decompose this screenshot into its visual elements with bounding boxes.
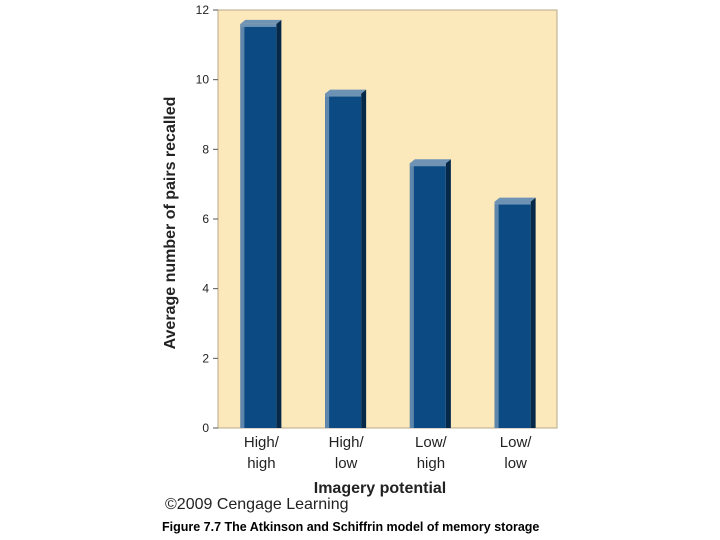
y-tick-label: 8 — [202, 142, 209, 156]
x-category-label-line: high — [417, 455, 445, 472]
bar — [240, 19, 282, 429]
copyright-notice: ©2009 Cengage Learning — [165, 496, 349, 513]
x-category-label: Low/high — [415, 434, 448, 472]
x-category-label-line: low — [335, 455, 358, 472]
x-category-label-line: Low/ — [415, 434, 448, 451]
x-axis-title: Imagery potential — [314, 480, 446, 497]
y-tick-label: 2 — [202, 351, 209, 365]
bar-highlight — [240, 23, 245, 429]
bar-top — [494, 197, 536, 202]
bar-side — [445, 159, 451, 428]
bar-side — [361, 89, 367, 428]
bar — [325, 89, 367, 428]
bar-top-edge — [409, 163, 446, 167]
bar-side — [530, 197, 536, 428]
bar — [409, 159, 451, 428]
bars — [240, 19, 536, 429]
y-tick-label: 6 — [202, 212, 209, 226]
figure-caption: Figure 7.7 The Atkinson and Schiffrin mo… — [162, 520, 540, 534]
bar-top-edge — [240, 23, 277, 27]
bar-top — [240, 19, 282, 24]
bar-top-edge — [325, 93, 362, 97]
bar-front — [325, 93, 362, 428]
x-category-label: High/high — [244, 434, 280, 472]
x-category-label-line: Low/ — [500, 434, 533, 451]
x-category-label-line: low — [504, 455, 527, 472]
bar-highlight — [325, 93, 330, 428]
bar-top-edge — [494, 201, 531, 205]
bar-top — [325, 89, 367, 94]
bar-front — [494, 201, 531, 428]
x-category-label-line: High/ — [329, 434, 365, 451]
y-tick-label: 4 — [202, 282, 209, 296]
y-axis-title: Average number of pairs recalled — [162, 97, 179, 350]
y-tick-label: 0 — [202, 421, 209, 435]
bar-side — [276, 19, 282, 428]
bar-highlight — [494, 201, 499, 428]
y-tick-label: 12 — [196, 3, 210, 17]
bar-highlight — [409, 163, 414, 428]
y-axis-ticks: 0 2 4 6 8 10 12 — [196, 3, 218, 435]
x-category-label: High/low — [329, 434, 365, 472]
bar-top — [409, 159, 451, 164]
bar-front — [409, 163, 446, 428]
y-tick-label: 10 — [196, 73, 210, 87]
bar — [494, 197, 536, 428]
bar-front — [240, 23, 277, 429]
x-category-label-line: High/ — [244, 434, 280, 451]
x-category-label: Low/low — [500, 434, 533, 472]
x-category-label-line: high — [247, 455, 275, 472]
